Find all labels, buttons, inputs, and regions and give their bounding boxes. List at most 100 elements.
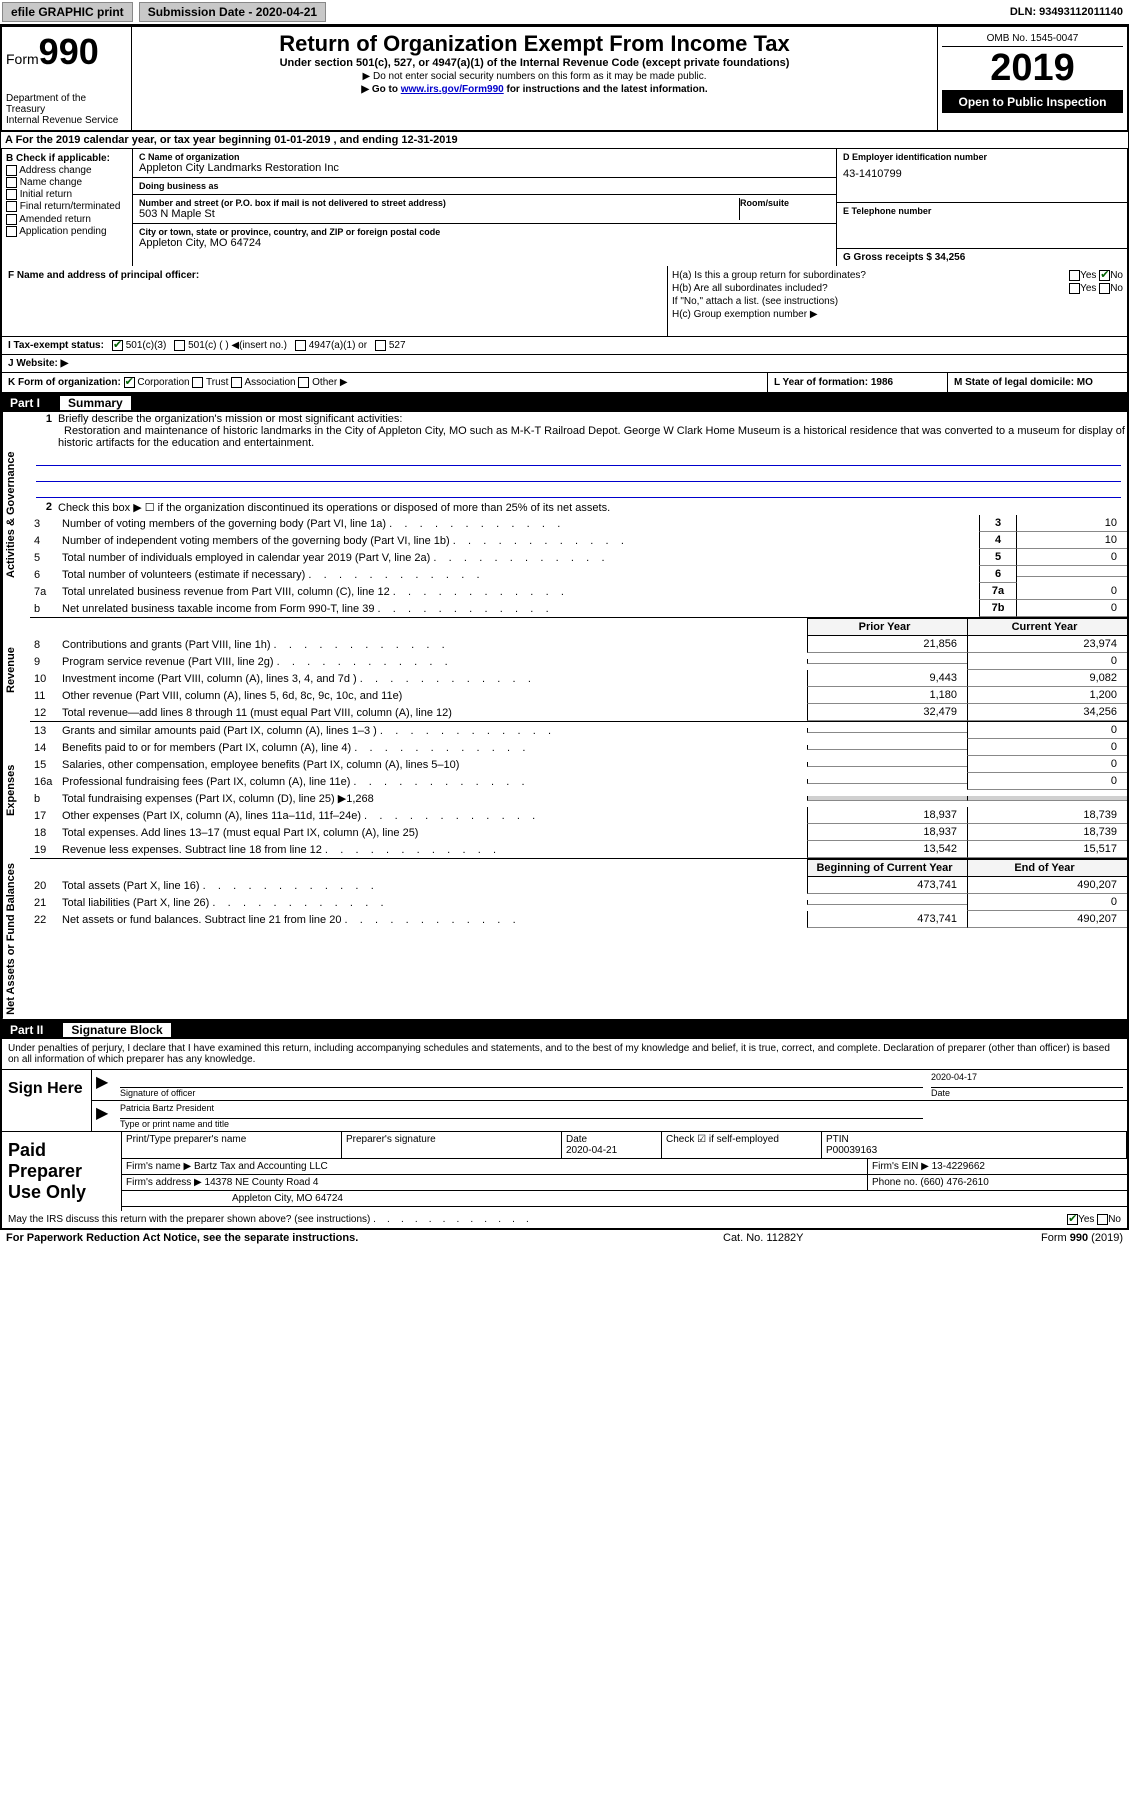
line-2: 2Check this box ▶ ☐ if the organization … <box>30 500 1127 515</box>
v3: 10 <box>1017 515 1127 532</box>
ein-box: D Employer identification number 43-1410… <box>837 149 1127 203</box>
chk-527[interactable] <box>375 340 386 351</box>
chk-trust[interactable] <box>192 377 203 388</box>
v5: 0 <box>1017 549 1127 566</box>
k-o2: Trust <box>206 377 228 388</box>
chk-association[interactable] <box>231 377 242 388</box>
l15-text: Salaries, other compensation, employee b… <box>58 757 807 773</box>
cy20: 490,207 <box>967 877 1127 894</box>
l12-text: Total revenue—add lines 8 through 11 (mu… <box>58 705 807 721</box>
l4-text: Number of independent voting members of … <box>58 533 979 549</box>
chk-initial-return[interactable]: Initial return <box>6 189 128 200</box>
street-label: Number and street (or P.O. box if mail i… <box>139 198 739 208</box>
sig-date-val: 2020-04-17 <box>931 1072 1123 1088</box>
k-o3: Association <box>244 377 295 388</box>
cy10: 9,082 <box>967 670 1127 687</box>
line-21: 21Total liabilities (Part X, line 26)0 <box>30 894 1127 911</box>
row-j-website: J Website: ▶ <box>0 355 1129 373</box>
pt-name-label: Print/Type preparer's name <box>126 1134 246 1145</box>
sign-here-grid: Sign Here ▶ Signature of officer 2020-04… <box>2 1070 1127 1131</box>
org-name: Appleton City Landmarks Restoration Inc <box>139 162 830 174</box>
i-o2: 501(c) ( ) ◀(insert no.) <box>188 340 287 351</box>
form-label: Form <box>6 51 39 67</box>
header-left: Form990 Department of the Treasury Inter… <box>2 27 132 130</box>
hb-no-checkbox[interactable] <box>1099 283 1110 294</box>
prep-row-2: Firm's name ▶ Bartz Tax and Accounting L… <box>122 1159 1127 1175</box>
cy18: 18,739 <box>967 824 1127 841</box>
chk-amended-return[interactable]: Amended return <box>6 214 128 225</box>
cy16b-shaded <box>967 796 1127 801</box>
rev-header: Prior YearCurrent Year <box>30 618 1127 636</box>
part-i-header: Part I Summary <box>0 394 1129 412</box>
submission-date-button[interactable]: Submission Date - 2020-04-21 <box>139 2 326 22</box>
form-990-number: 990 <box>39 31 99 72</box>
sig-officer-label: Signature of officer <box>120 1088 195 1098</box>
prep-row-4: Appleton City, MO 64724 <box>122 1191 1127 1207</box>
chk-name-change[interactable]: Name change <box>6 177 128 188</box>
city-value: Appleton City, MO 64724 <box>139 237 830 249</box>
hb-yes-checkbox[interactable] <box>1069 283 1080 294</box>
tab-expenses: Expenses <box>2 722 30 859</box>
py21 <box>807 900 967 905</box>
line-10: 10Investment income (Part VIII, column (… <box>30 670 1127 687</box>
l17-text: Other expenses (Part IX, column (A), lin… <box>58 808 807 824</box>
j-label: J Website: ▶ <box>8 358 68 369</box>
i-o3: 4947(a)(1) or <box>309 340 367 351</box>
paid-preparer-rows: Print/Type preparer's name Preparer's si… <box>122 1132 1127 1211</box>
line-9: 9Program service revenue (Part VIII, lin… <box>30 653 1127 670</box>
part-ii-title: Signature Block <box>63 1023 170 1037</box>
l21-text: Total liabilities (Part X, line 26) <box>58 895 807 911</box>
line-15: 15Salaries, other compensation, employee… <box>30 756 1127 773</box>
cy14: 0 <box>967 739 1127 756</box>
py16b-shaded <box>807 796 967 801</box>
footer: For Paperwork Reduction Act Notice, see … <box>0 1230 1129 1246</box>
city-box: City or town, state or province, country… <box>133 224 836 252</box>
ha-no-checkbox[interactable] <box>1099 270 1110 281</box>
irs-label: Internal Revenue Service <box>6 115 127 126</box>
discuss-yes: Yes <box>1078 1214 1094 1225</box>
hdr-boy: Beginning of Current Year <box>807 859 967 877</box>
py13 <box>807 728 967 733</box>
chk-application-pending[interactable]: Application pending <box>6 226 128 237</box>
chk-final-return[interactable]: Final return/terminated <box>6 201 128 212</box>
footer-mid: Cat. No. 11282Y <box>723 1232 923 1244</box>
gross-receipts: G Gross receipts $ 34,256 <box>843 252 965 263</box>
py10: 9,443 <box>807 670 967 687</box>
org-name-label: C Name of organization <box>139 152 830 162</box>
chk-address-change[interactable]: Address change <box>6 165 128 176</box>
chk-4947[interactable] <box>295 340 306 351</box>
triangle-icon-2: ▶ <box>92 1101 116 1131</box>
cy12: 34,256 <box>967 704 1127 721</box>
line-1: 1 Briefly describe the organization's mi… <box>30 412 1127 450</box>
discuss-no-checkbox[interactable] <box>1097 1214 1108 1225</box>
discuss-yes-checkbox[interactable] <box>1067 1214 1078 1225</box>
underline-2 <box>36 468 1121 482</box>
ha-yes-checkbox[interactable] <box>1069 270 1080 281</box>
firm-addr2: Appleton City, MO 64724 <box>232 1193 343 1204</box>
tab-revenue: Revenue <box>2 618 30 722</box>
sig-officer-row: ▶ Signature of officer 2020-04-17Date <box>92 1070 1127 1101</box>
phone-label: E Telephone number <box>843 206 1121 216</box>
summary-body: Activities & Governance 1 Briefly descri… <box>0 412 1129 1021</box>
l7b-text: Net unrelated business taxable income fr… <box>58 601 979 617</box>
part-ii-header: Part II Signature Block <box>0 1021 1129 1039</box>
chk-corporation[interactable] <box>124 377 135 388</box>
hdr-current-year: Current Year <box>967 618 1127 636</box>
form-title: Return of Organization Exempt From Incom… <box>136 31 933 57</box>
firm-addr1: 14378 NE County Road 4 <box>205 1177 319 1188</box>
irs-link[interactable]: www.irs.gov/Form990 <box>401 84 504 95</box>
chk-501c3[interactable] <box>112 340 123 351</box>
line-16b: bTotal fundraising expenses (Part IX, co… <box>30 790 1127 807</box>
hdr-eoy: End of Year <box>967 859 1127 877</box>
chk-501c[interactable] <box>174 340 185 351</box>
l19-text: Revenue less expenses. Subtract line 18 … <box>58 842 807 858</box>
l18-text: Total expenses. Add lines 13–17 (must eq… <box>58 825 807 841</box>
efile-print-button[interactable]: efile GRAPHIC print <box>2 2 133 22</box>
sig-intro: Under penalties of perjury, I declare th… <box>2 1039 1127 1070</box>
line-12: 12Total revenue—add lines 8 through 11 (… <box>30 704 1127 721</box>
firm-name: Bartz Tax and Accounting LLC <box>194 1161 328 1172</box>
dln-text: DLN: 93493112011140 <box>1010 6 1127 18</box>
ha-yes: Yes <box>1080 270 1096 281</box>
section-revenue: Prior YearCurrent Year 8Contributions an… <box>30 618 1127 722</box>
chk-other[interactable] <box>298 377 309 388</box>
